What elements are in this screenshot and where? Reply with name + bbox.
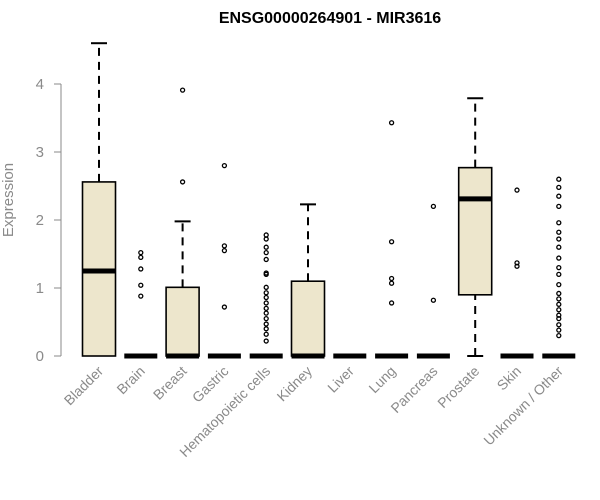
outlier-point xyxy=(514,187,520,193)
x-category-label: Brain xyxy=(113,363,147,397)
box-gastric xyxy=(207,162,241,359)
box-pancreas xyxy=(416,203,450,359)
y-axis: 0 1 2 3 4 xyxy=(36,76,62,365)
outlier-point xyxy=(221,247,228,254)
outlier-point xyxy=(556,229,562,235)
outlier-point xyxy=(556,236,562,242)
outlier-point xyxy=(556,244,562,250)
outlier-point xyxy=(556,271,562,278)
outlier-point xyxy=(263,284,269,290)
outlier-point xyxy=(430,297,437,303)
x-category-label: Bladder xyxy=(61,363,107,409)
outlier-point xyxy=(556,327,562,333)
outlier-point xyxy=(263,290,269,296)
x-category-label: Liver xyxy=(324,363,357,396)
box-prostate xyxy=(457,97,493,357)
outlier-point xyxy=(430,203,437,210)
box-brain xyxy=(124,249,158,359)
outlier-point xyxy=(263,326,269,332)
outlier-point xyxy=(221,162,228,169)
outlier-point xyxy=(263,256,269,263)
outlier-point xyxy=(388,275,395,282)
outlier-point xyxy=(138,293,144,299)
box-hematopoietic-cells xyxy=(249,232,283,359)
outlier-point xyxy=(263,321,269,327)
outlier-point xyxy=(556,322,562,328)
box-breast xyxy=(165,87,200,359)
box-lung xyxy=(375,120,409,359)
outlier-point xyxy=(556,220,562,226)
outlier-point xyxy=(556,184,562,191)
box-body xyxy=(457,166,493,296)
outlier-point xyxy=(263,232,269,238)
outlier-point xyxy=(556,332,562,339)
outlier-point xyxy=(388,300,395,306)
x-category-label: Lung xyxy=(365,363,398,396)
outlier-point xyxy=(556,301,562,307)
outlier-point xyxy=(556,255,562,261)
outlier-point xyxy=(556,296,562,302)
outlier-point xyxy=(556,281,562,288)
x-category-label: Unknown / Other xyxy=(480,363,566,449)
outlier-point xyxy=(263,236,269,242)
outlier-point xyxy=(388,239,395,245)
outlier-point xyxy=(263,294,269,301)
y-tick-label: 3 xyxy=(36,144,44,161)
outlier-point xyxy=(263,300,269,306)
outlier-point xyxy=(263,310,269,316)
box-body xyxy=(165,286,200,357)
outlier-point xyxy=(138,266,144,272)
outlier-point xyxy=(179,87,186,93)
box-kidney xyxy=(290,203,326,359)
outlier-point xyxy=(263,338,269,344)
outlier-point xyxy=(556,176,562,182)
y-tick-label: 0 xyxy=(36,348,44,365)
outlier-point xyxy=(263,305,269,312)
y-tick-label: 4 xyxy=(36,76,44,93)
outlier-point xyxy=(138,254,144,261)
outlier-point xyxy=(556,307,562,313)
box-body xyxy=(290,280,326,357)
outlier-point xyxy=(556,264,562,271)
outlier-point xyxy=(263,244,269,250)
outlier-point xyxy=(388,120,395,126)
outlier-point xyxy=(556,290,562,297)
box-unknown-other xyxy=(542,176,576,359)
y-tick-label: 2 xyxy=(36,212,44,229)
outlier-point xyxy=(556,312,562,318)
x-category-label: Breast xyxy=(150,363,190,403)
x-category-label: Kidney xyxy=(274,363,316,405)
outlier-point xyxy=(556,193,562,199)
outlier-point xyxy=(221,243,228,249)
box-bladder xyxy=(81,42,117,357)
outlier-point xyxy=(514,260,520,266)
outlier-point xyxy=(263,270,269,276)
x-category-label: Skin xyxy=(494,363,525,394)
outlier-point xyxy=(263,315,269,322)
outlier-point xyxy=(179,179,186,185)
outlier-point xyxy=(263,249,269,256)
plot-area xyxy=(81,42,576,359)
outlier-point xyxy=(138,249,144,256)
outlier-point xyxy=(263,331,269,337)
outlier-point xyxy=(138,282,144,288)
y-axis-title: Expression xyxy=(0,163,17,237)
outlier-point xyxy=(556,203,562,210)
box-skin xyxy=(500,187,534,359)
chart-title: ENSG00000264901 - MIR3616 xyxy=(219,10,441,27)
outlier-point xyxy=(388,280,395,286)
x-category-label: Prostate xyxy=(434,363,482,411)
outlier-point xyxy=(221,304,228,310)
y-tick-label: 1 xyxy=(36,280,44,297)
